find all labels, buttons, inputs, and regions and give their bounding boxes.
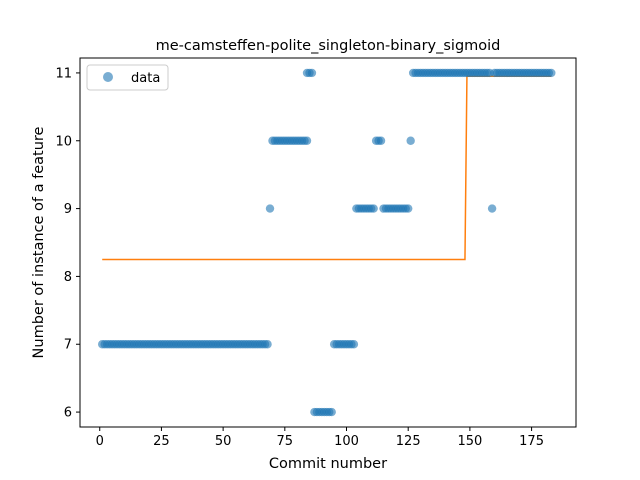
data-point [263, 340, 272, 349]
x-tick-label: 75 [277, 434, 294, 449]
data-point [547, 68, 556, 78]
data-point [376, 136, 386, 145]
y-axis-label: Number of instance of a feature [31, 126, 47, 358]
x-tick-label: 125 [396, 434, 421, 449]
data-point [487, 204, 497, 213]
x-tick-label: 100 [334, 434, 359, 449]
data-point [302, 136, 312, 145]
x-axis: 0 25 50 75 100 125 150 175 [96, 427, 544, 449]
y-tick-label: 9 [64, 202, 72, 217]
data-point [307, 68, 317, 78]
data-point [327, 407, 336, 417]
x-tick-label: 150 [457, 434, 482, 449]
x-axis-label: Commit number [269, 456, 387, 472]
legend: data [86, 64, 169, 91]
plot-area [98, 68, 556, 417]
y-tick-label: 6 [64, 406, 72, 421]
data-point [349, 340, 359, 349]
chart-title: me-camsteffen-polite_singleton-binary_si… [156, 38, 501, 54]
data-point [406, 136, 415, 145]
y-tick-label: 11 [55, 66, 72, 81]
data-point [404, 204, 413, 213]
axes-frame [79, 57, 577, 428]
x-tick-label: 175 [519, 434, 544, 449]
x-tick-label: 0 [96, 434, 104, 449]
legend-frame [86, 64, 169, 91]
data-point [265, 204, 275, 213]
y-tick-label: 10 [55, 134, 72, 149]
y-tick-label: 7 [64, 338, 72, 353]
x-tick-label: 25 [153, 434, 170, 449]
data-point [369, 204, 378, 213]
y-axis: 6 7 8 9 10 11 [55, 66, 80, 421]
legend-label-data: data [131, 71, 160, 86]
x-tick-label: 50 [215, 434, 232, 449]
legend-marker-data [103, 72, 113, 82]
y-tick-label: 8 [64, 270, 72, 285]
